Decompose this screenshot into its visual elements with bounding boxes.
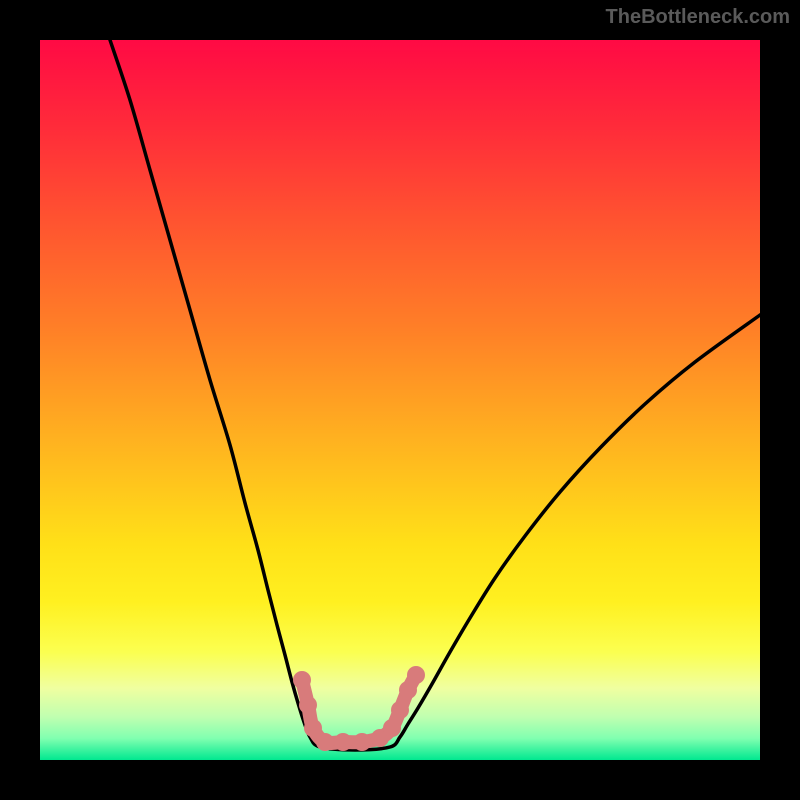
watermark-text: TheBottleneck.com — [606, 6, 790, 29]
data-marker — [316, 733, 334, 751]
data-marker — [353, 733, 371, 751]
chart-plot-area — [40, 40, 760, 760]
data-marker — [391, 701, 409, 719]
data-marker — [334, 733, 352, 751]
data-marker — [383, 719, 401, 737]
data-marker — [407, 666, 425, 684]
data-marker — [293, 671, 311, 689]
data-marker — [299, 696, 317, 714]
data-marker — [304, 719, 322, 737]
curve-layer — [40, 40, 760, 760]
v-curve-path — [110, 40, 760, 750]
